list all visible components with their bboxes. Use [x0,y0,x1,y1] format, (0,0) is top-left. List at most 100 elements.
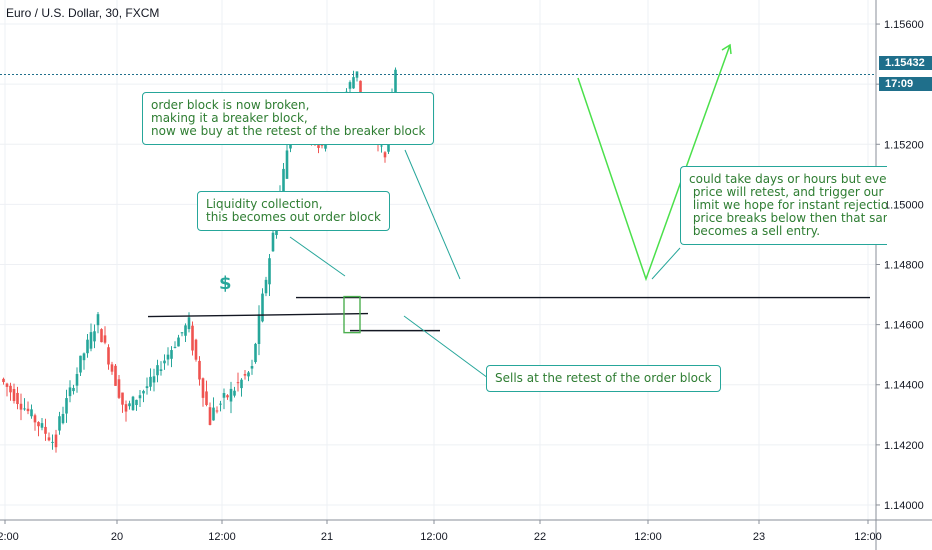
candle-body [250,366,254,369]
candle-body [79,355,82,373]
candle-body [156,365,159,376]
price-tick-label: 1.14400 [884,380,924,392]
candle-body [201,378,205,398]
candle-body [33,415,37,423]
candle-body [352,77,355,89]
candle-body [75,373,79,386]
candle-body [152,376,156,383]
candle-body [194,339,198,360]
candle-body [163,360,166,364]
candle-body [180,332,184,334]
candle-body [380,145,383,147]
candle-body [383,152,387,158]
candle-body [215,410,219,412]
candle-body [170,350,173,359]
candle-body [47,437,51,441]
callout-pointer-sells [403,315,489,379]
candle-body [9,385,12,393]
candle-body [103,335,107,343]
candle-body [222,393,226,398]
candle-body [264,279,268,294]
time-tick-label: 12:00 [854,531,882,543]
candle-body [166,354,170,360]
candle-body [208,407,212,425]
candle-body [359,80,362,97]
candle-body [159,369,163,371]
price-tick-label: 1.14600 [884,320,924,332]
candle-body [96,314,100,326]
candle-body [68,387,72,397]
annotation-sells[interactable]: Sells at the retest of the order block [486,365,721,392]
callout-pointer-breaker [404,149,461,280]
candle-body [54,434,58,448]
time-tick-label: 21 [321,531,333,543]
candle-body [61,413,65,424]
time-tick-label: 12:00 [208,531,236,543]
candle-body [257,314,261,344]
candle-body [117,379,121,398]
candle-body [12,388,16,401]
candle-body [198,360,201,380]
candle-body [40,423,44,428]
candle-body [236,382,240,384]
candle-body [131,396,135,411]
candle-body [44,426,47,434]
candle-body [26,408,30,412]
candle-body [72,387,75,392]
candle-body [240,379,243,389]
candle-body [271,232,275,252]
candle-body [5,383,9,387]
candle-body [138,395,142,399]
candle-body [187,317,191,330]
candle-body [93,331,96,342]
time-tick-label: 23 [753,531,765,543]
candle-body [243,374,247,376]
candle-body [16,392,19,405]
callout-pointer-liquidity [289,236,346,277]
candle-body [247,372,250,377]
candle-body [212,407,215,421]
candle-body [19,403,23,410]
candle-body [177,337,180,347]
time-tick-label: 12:00 [420,531,448,543]
callout-pointer-future [651,247,681,280]
annotation-breaker-block[interactable]: order block is now broken, making it a b… [142,92,435,145]
candle-body [254,343,257,363]
time-tick-label: 22 [534,531,546,543]
candle-body [51,441,54,443]
candle-body [285,150,289,179]
price-tick-label: 1.14800 [884,260,924,272]
candle-body [229,388,233,402]
order-block-box [343,295,361,334]
candle-body [89,332,93,349]
candle-body [107,347,110,365]
price-tick-label: 1.15600 [884,19,924,31]
current-price-badge: 1.15432 [879,56,932,70]
candle-body [233,390,236,396]
price-tick-label: 1.14000 [884,500,924,512]
candle-body [142,390,145,394]
bar-countdown-badge: 17:09 [879,77,932,91]
candle-body [145,386,149,389]
chart-title: Euro / U.S. Dollar, 30, FXCM [6,6,160,20]
candle-body [23,408,26,410]
annotation-future-retest[interactable]: could take days or hours but even price … [680,166,887,245]
candle-body [191,325,194,351]
candle-body [124,404,128,412]
candle-body [2,378,5,383]
candle-body [219,403,222,405]
candle-body [394,69,397,104]
candle-body [320,144,324,146]
candle-body [261,293,264,322]
candle-body [121,392,124,405]
price-tick-label: 1.15200 [884,139,924,151]
candle-body [184,325,187,336]
projected-path [577,44,731,282]
dollar-marker: $ [219,273,232,294]
annotation-liquidity[interactable]: Liquidity collection, this becomes out o… [197,191,390,231]
candle-body [226,395,229,398]
candle-body [205,391,208,405]
candle-body [65,398,68,414]
